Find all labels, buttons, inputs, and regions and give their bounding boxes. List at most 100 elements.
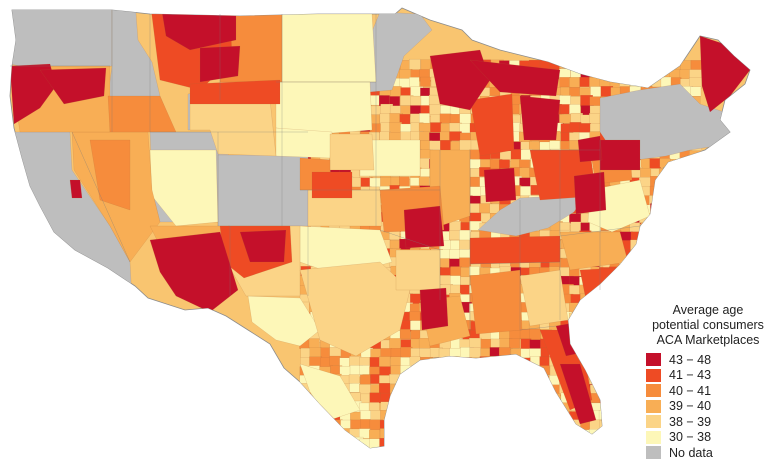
county-cell [499, 384, 510, 395]
legend-swatch [646, 415, 661, 429]
county-cell [609, 338, 622, 349]
county-cell [348, 374, 360, 385]
county-cell [679, 275, 691, 288]
county-cell [519, 375, 532, 386]
county-cell [599, 284, 610, 297]
county-cell [458, 357, 472, 370]
county-cell [439, 428, 453, 440]
county-cell [460, 382, 474, 395]
county-cell [570, 438, 582, 448]
county-cell [469, 347, 482, 359]
county-cell [399, 420, 411, 433]
county-cell [660, 213, 673, 224]
county-cell [579, 348, 591, 360]
county-cell [669, 285, 682, 296]
county-cell [439, 113, 452, 124]
county-cell [420, 428, 433, 440]
county-cell [430, 437, 441, 448]
county-cell [429, 410, 442, 423]
county-cell [540, 401, 552, 413]
county-cell [399, 329, 411, 340]
county-cell [649, 222, 663, 232]
county-cell [450, 402, 462, 415]
county-cell [510, 149, 523, 161]
county-cell [589, 303, 602, 315]
county-cell [409, 402, 422, 415]
county-cell [569, 77, 580, 88]
county-cell [609, 347, 622, 360]
county-cell [629, 284, 641, 296]
county-cell [499, 365, 512, 377]
county-cell [630, 267, 643, 280]
legend-title-line-1: Average age [672, 303, 744, 317]
legend-swatch [646, 399, 661, 413]
county-cell [419, 113, 430, 124]
county-cell [300, 392, 311, 404]
county-cell [410, 375, 422, 387]
county-cell [620, 411, 634, 421]
county-cell [489, 420, 503, 432]
county-cell [499, 401, 512, 414]
county-cell [499, 427, 511, 439]
county-cell [320, 429, 333, 442]
michigan-upper [469, 59, 561, 97]
county-cell [468, 374, 481, 386]
county-cell [680, 221, 694, 232]
county-cell [470, 391, 483, 402]
county-cell [389, 338, 401, 350]
county-cell [589, 429, 603, 441]
county-cell [329, 355, 341, 366]
nebraska-west [275, 127, 333, 159]
county-cell [519, 393, 532, 405]
county-cell [619, 392, 631, 403]
county-cell [619, 347, 633, 358]
county-cell [319, 419, 332, 431]
florida-gulf [559, 363, 597, 425]
county-cell [619, 267, 633, 280]
county-cell [439, 357, 451, 369]
county-cell [649, 185, 663, 197]
legend-item: 38 − 39 [646, 414, 776, 430]
washington-region [10, 8, 113, 73]
county-cell [489, 411, 501, 423]
county-cell [480, 427, 494, 439]
county-cell [458, 401, 473, 412]
county-cell [609, 320, 620, 331]
county-cell [299, 401, 311, 414]
county-cell [619, 284, 632, 296]
county-cell [480, 366, 494, 377]
california-north-spot [69, 179, 83, 199]
county-cell [419, 375, 432, 386]
county-cell [469, 365, 482, 378]
county-cell [449, 393, 462, 406]
county-cell [599, 69, 612, 80]
county-cell [360, 374, 371, 386]
county-cell [329, 438, 341, 448]
county-cell [600, 373, 612, 386]
oregon-west [10, 63, 57, 125]
legend-label: 43 − 48 [669, 352, 712, 367]
county-cell [680, 159, 692, 171]
county-cell [598, 410, 612, 421]
county-cell [489, 347, 501, 359]
county-cell [540, 411, 553, 423]
county-cell [438, 348, 451, 360]
county-cell [410, 392, 422, 404]
north-dakota-region [281, 13, 377, 83]
county-cell [429, 392, 443, 405]
michigan-lower [519, 95, 561, 141]
county-cell [440, 140, 452, 152]
county-cell [418, 420, 432, 433]
county-cell [430, 429, 442, 440]
county-cell [609, 311, 623, 323]
legend-swatch [646, 353, 661, 367]
county-cell [609, 383, 622, 396]
county-cell [689, 285, 703, 298]
county-cell [610, 401, 624, 413]
legend-label: 38 − 39 [669, 414, 712, 429]
county-cell [599, 302, 612, 313]
county-cell [678, 230, 690, 241]
county-cell [549, 410, 561, 422]
county-cell [599, 59, 610, 70]
county-cell [459, 410, 473, 423]
